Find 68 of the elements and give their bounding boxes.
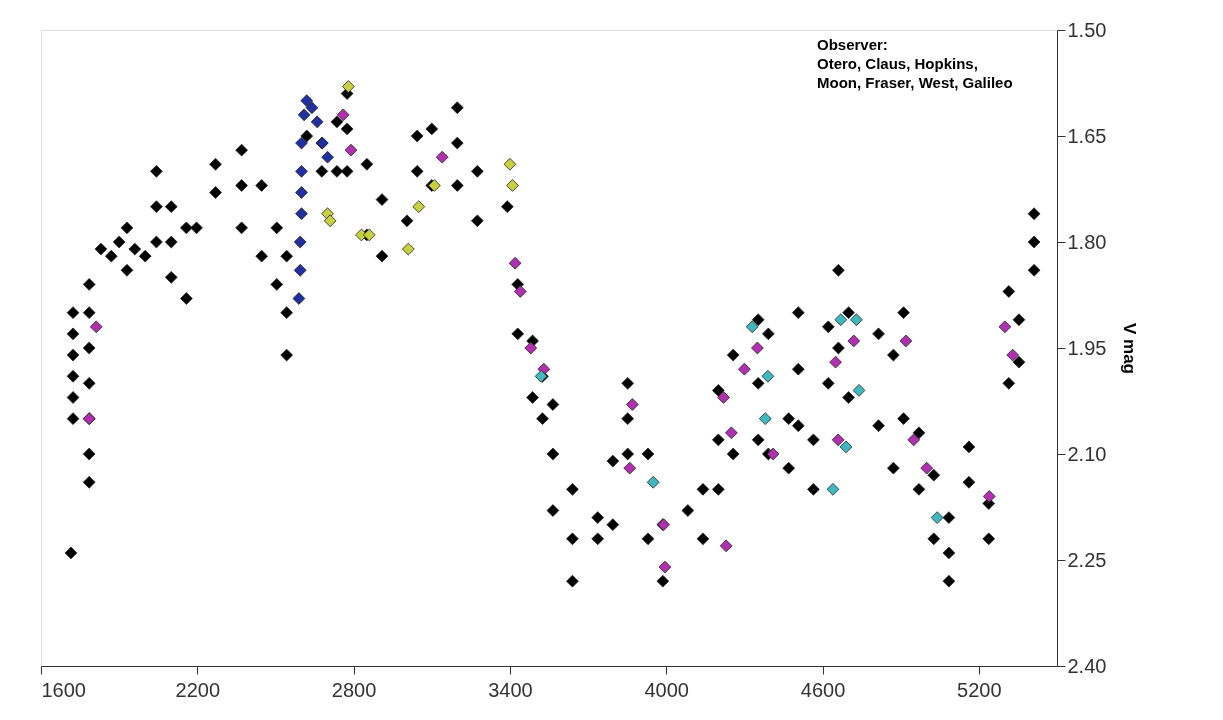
x-tick-label: 2800 xyxy=(331,678,377,701)
y-tick-label: 1.95 xyxy=(1067,336,1107,359)
point xyxy=(342,80,355,93)
y-axis-title: V mag xyxy=(1120,322,1140,375)
y-tick-label: 2.25 xyxy=(1067,548,1107,571)
point xyxy=(738,362,751,376)
point xyxy=(506,179,519,192)
point xyxy=(826,483,840,496)
point xyxy=(336,108,350,122)
point xyxy=(899,334,913,348)
point xyxy=(295,207,308,221)
point xyxy=(717,391,730,404)
point xyxy=(766,447,780,461)
point xyxy=(503,157,517,171)
point xyxy=(834,313,848,327)
point xyxy=(305,101,319,115)
point xyxy=(89,320,103,334)
y-tick-label: 1.65 xyxy=(1067,124,1107,147)
point xyxy=(297,108,311,122)
point xyxy=(758,412,772,425)
point xyxy=(831,433,845,447)
point xyxy=(839,440,853,454)
point xyxy=(295,186,308,199)
point xyxy=(930,511,944,524)
point xyxy=(344,143,358,157)
point xyxy=(293,235,307,249)
point xyxy=(658,560,672,574)
x-tick-label: 3400 xyxy=(488,678,533,701)
point xyxy=(412,200,426,213)
point xyxy=(293,263,307,277)
point xyxy=(626,398,639,411)
point xyxy=(719,539,733,553)
point xyxy=(402,242,415,256)
point xyxy=(524,341,538,355)
point xyxy=(1006,348,1020,362)
x-tick-label: 4000 xyxy=(644,678,689,701)
point xyxy=(725,426,738,440)
y-tick-label: 2.10 xyxy=(1067,442,1107,465)
point xyxy=(310,115,324,129)
point xyxy=(295,136,308,150)
x-tick-label: 2200 xyxy=(175,678,221,701)
point xyxy=(508,256,522,270)
x-tick-label: 4600 xyxy=(800,678,846,701)
point xyxy=(435,150,449,164)
point xyxy=(646,475,660,489)
point xyxy=(850,313,863,327)
point xyxy=(623,461,637,475)
x-tick-label: 1600 xyxy=(41,678,86,701)
annotation: Observer: Otero, Claus, Hopkins, Moon, Fraser, West, Galileo xyxy=(817,36,1013,91)
point xyxy=(745,320,759,334)
point xyxy=(761,369,775,383)
point xyxy=(751,341,764,355)
x-tick-label: 5200 xyxy=(957,678,1002,701)
y-tick-label: 2.40 xyxy=(1067,654,1107,677)
point xyxy=(514,285,527,298)
point xyxy=(321,150,334,164)
point xyxy=(323,214,337,228)
y-tick-label: 1.50 xyxy=(1067,18,1107,41)
point xyxy=(847,334,861,348)
point xyxy=(292,292,306,305)
point xyxy=(998,320,1012,334)
point xyxy=(907,433,921,447)
point xyxy=(829,355,842,369)
point xyxy=(295,165,308,178)
point xyxy=(982,490,996,503)
point xyxy=(920,461,934,475)
y-tick-label: 1.80 xyxy=(1067,230,1107,253)
point xyxy=(852,384,866,397)
